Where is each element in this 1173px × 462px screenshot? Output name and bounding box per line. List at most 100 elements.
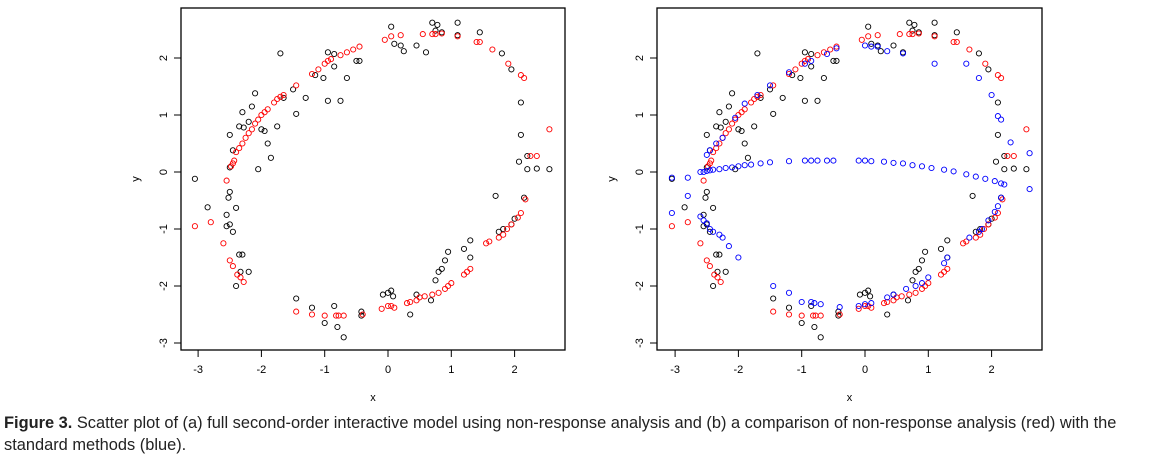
data-point	[264, 106, 271, 113]
data-point	[220, 240, 227, 247]
data-point	[836, 304, 843, 311]
data-point	[980, 225, 988, 233]
data-point	[811, 300, 818, 307]
data-point	[252, 120, 259, 127]
data-point	[233, 282, 240, 290]
data-point	[931, 19, 938, 26]
data-point	[1001, 166, 1008, 173]
data-point	[335, 312, 342, 319]
y-tick-label: 0	[158, 169, 170, 175]
data-point	[830, 157, 837, 164]
data-point	[274, 123, 281, 130]
data-point	[1001, 181, 1008, 188]
data-point	[240, 124, 247, 131]
data-point	[337, 52, 344, 59]
data-point	[865, 287, 872, 294]
figure-caption: Figure 3. Scatter plot of (a) full secon…	[4, 412, 1170, 456]
data-point	[522, 196, 529, 203]
data-point	[710, 228, 717, 235]
y-axis-label: y	[130, 176, 142, 182]
data-point	[890, 159, 897, 166]
data-point	[397, 42, 404, 49]
data-point	[880, 158, 888, 165]
data-point	[467, 237, 474, 244]
plot-frame	[180, 7, 566, 351]
y-tick-label: -1	[634, 224, 646, 234]
data-point	[977, 231, 984, 238]
x-tick-label: -1	[320, 364, 330, 376]
data-point	[340, 334, 347, 341]
data-point	[293, 82, 300, 89]
data-point	[293, 295, 300, 302]
data-point	[912, 289, 919, 296]
data-point	[868, 304, 875, 311]
data-point	[356, 43, 363, 50]
data-point	[874, 43, 881, 50]
data-point	[413, 42, 420, 49]
data-point	[302, 94, 309, 101]
data-point	[991, 178, 998, 185]
data-point	[315, 66, 322, 73]
data-point	[823, 157, 831, 164]
data-point	[810, 312, 817, 319]
data-point	[700, 177, 707, 184]
data-point	[944, 237, 951, 244]
data-point	[245, 268, 252, 275]
data-point	[801, 49, 808, 56]
data-point	[358, 312, 365, 319]
data-point	[874, 32, 881, 39]
data-point	[798, 298, 805, 306]
data-point	[498, 50, 505, 57]
data-point	[514, 214, 521, 221]
data-point	[445, 282, 452, 290]
data-point	[261, 109, 268, 116]
data-point	[798, 319, 805, 327]
data-point	[884, 298, 891, 306]
data-point	[391, 40, 398, 47]
data-point	[918, 163, 926, 170]
data-point	[890, 291, 897, 298]
data-point	[331, 63, 338, 70]
series-observed	[191, 19, 553, 341]
data-point	[725, 243, 732, 250]
data-point	[713, 251, 720, 258]
data-point	[476, 38, 483, 46]
data-point	[991, 214, 998, 221]
data-point	[237, 268, 244, 275]
data-point	[684, 192, 691, 199]
data-point	[379, 291, 386, 298]
data-point	[340, 312, 347, 319]
data-point	[814, 52, 821, 59]
data-point	[517, 99, 524, 106]
data-point	[953, 38, 960, 46]
data-point	[801, 60, 808, 67]
data-point	[827, 46, 834, 53]
data-point	[992, 158, 1000, 165]
data-point	[435, 268, 442, 275]
y-tick-label: -1	[158, 224, 170, 234]
data-point	[868, 40, 875, 47]
data-point	[988, 215, 995, 222]
data-point	[710, 166, 717, 173]
y-tick-label: 0	[634, 169, 646, 175]
data-point	[963, 60, 970, 67]
data-point	[229, 263, 236, 270]
data-point	[912, 282, 919, 290]
data-point	[407, 298, 414, 306]
data-point	[239, 140, 246, 147]
data-point	[808, 157, 815, 164]
data-point	[233, 149, 240, 156]
data-point	[801, 57, 808, 64]
data-point	[741, 140, 748, 147]
data-point	[413, 297, 420, 304]
data-point	[293, 308, 300, 315]
data-point	[918, 257, 926, 264]
data-point	[738, 109, 745, 116]
data-point	[476, 29, 483, 36]
data-point	[808, 50, 815, 58]
data-point	[517, 72, 524, 79]
data-point	[722, 118, 729, 125]
data-point	[904, 297, 912, 304]
data-point	[988, 91, 995, 99]
data-point	[467, 254, 474, 261]
